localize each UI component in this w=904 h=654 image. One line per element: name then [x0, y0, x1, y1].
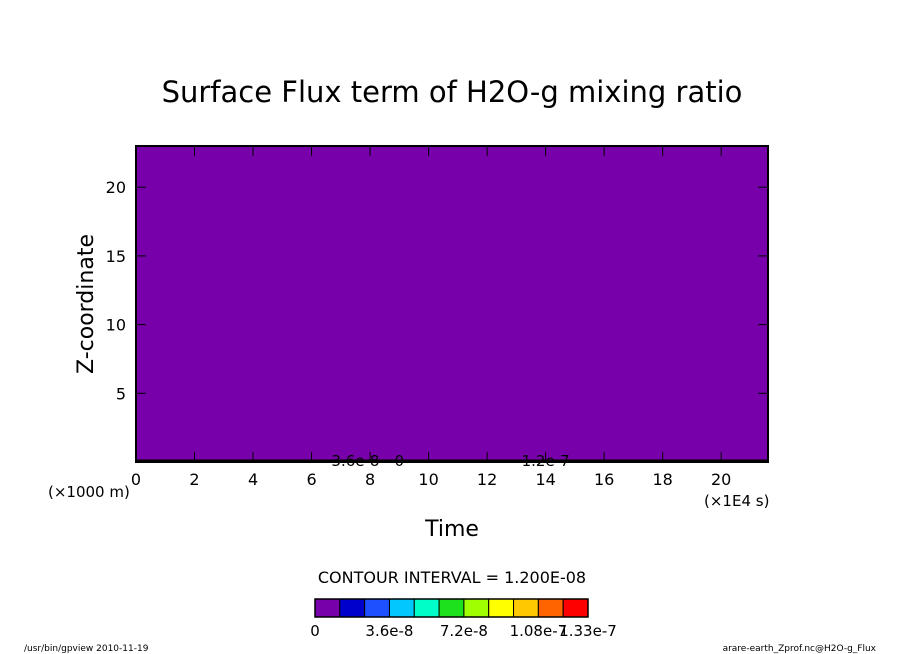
contour-interval: CONTOUR INTERVAL = 1.200E-08: [318, 568, 586, 587]
x-scale-label: (×1E4 s): [704, 492, 769, 510]
footer-right: arare-earth_Zprof.nc@H2O-g_Flux: [723, 644, 877, 654]
colorbar-tick-label: 7.2e-8: [440, 622, 488, 640]
y-tick-label: 15: [106, 247, 126, 266]
colorbar-swatch: [314, 598, 341, 618]
x-tick-label: 4: [248, 470, 258, 489]
colorbar-swatch: [364, 598, 390, 618]
colorbar-tick-label: 3.6e-8: [365, 622, 413, 640]
y-tick-label: 5: [116, 384, 126, 403]
colorbar-tick-label: 0: [310, 622, 320, 640]
y-scale-label: (×1000 m): [48, 483, 130, 501]
colorbar-swatch: [388, 598, 415, 618]
x-tick-label: 16: [594, 470, 614, 489]
colorbar-swatch: [562, 598, 589, 618]
x-tick-label: 20: [711, 470, 731, 489]
x-tick-label: 2: [189, 470, 199, 489]
x-tick-label: 10: [418, 470, 438, 489]
x-tick-label: 8: [365, 470, 375, 489]
colorbar-swatch: [537, 598, 564, 618]
colorbar-frame: [314, 598, 589, 618]
colorbar-swatch: [488, 598, 515, 618]
colorbar-swatch: [463, 598, 490, 618]
footer-left: /usr/bin/gpview 2010-11-19: [24, 644, 149, 654]
colorbar-tick-label: 1.33e-7: [559, 622, 617, 640]
plot-frame: [135, 145, 769, 463]
colorbar-tick-label: 1.08e-7: [510, 622, 568, 640]
colorbar-swatch: [339, 598, 366, 618]
y-tick-label: 20: [106, 178, 126, 197]
colorbar: [314, 598, 589, 618]
x-tick-label: 12: [477, 470, 497, 489]
colorbar-swatch: [438, 598, 465, 618]
x-tick-label: 14: [535, 470, 555, 489]
y-axis-title: Z-coordinate: [74, 234, 99, 374]
x-tick-label: 18: [652, 470, 672, 489]
x-tick-label: 0: [131, 470, 141, 489]
colorbar-swatch: [413, 598, 440, 618]
x-tick-label: 6: [306, 470, 316, 489]
y-tick-label: 10: [106, 316, 126, 335]
chart-title: Surface Flux term of H2O-g mixing ratio: [162, 75, 743, 109]
plot-area: [136, 146, 768, 462]
x-axis-title: Time: [424, 517, 479, 542]
colorbar-swatch: [513, 598, 539, 618]
